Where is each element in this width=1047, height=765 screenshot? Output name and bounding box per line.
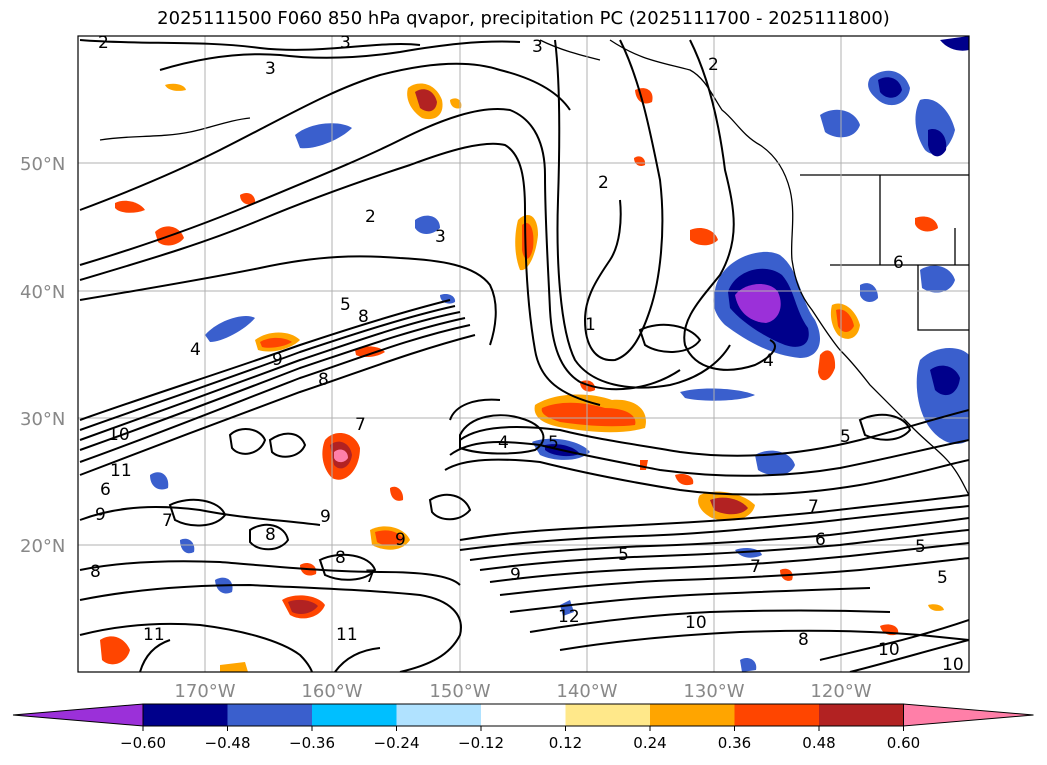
map-area xyxy=(78,36,969,672)
colorbar-tick-label: 0.48 xyxy=(802,734,835,752)
contour-label: 4 xyxy=(498,433,509,453)
contour-label: 10 xyxy=(685,613,707,633)
lat-label: 30°N xyxy=(20,409,65,430)
contour-label: 2 xyxy=(365,207,376,227)
colorbar-tick-label: 0.60 xyxy=(887,734,920,752)
colorbar-extend-max xyxy=(903,703,1034,727)
colorbar-outline xyxy=(142,703,904,727)
colorbar-extend-min xyxy=(12,703,144,727)
colorbar-segment xyxy=(312,704,397,726)
lon-label: 120°W xyxy=(810,681,871,702)
contour-label: 4 xyxy=(763,351,774,371)
longitude-axis: 170°W 160°W 150°W 140°W 130°W 120°W xyxy=(174,681,871,702)
contour-label: 9 xyxy=(272,350,283,370)
contour-label: 4 xyxy=(190,340,201,360)
contour-label: 3 xyxy=(340,33,351,53)
lat-label: 20°N xyxy=(20,536,65,557)
lon-label: 150°W xyxy=(429,681,490,702)
contour-label: 12 xyxy=(558,607,580,627)
qvapor-contours xyxy=(79,39,969,672)
colorbar-tick-label: −0.24 xyxy=(374,734,420,752)
contour-label: 5 xyxy=(915,537,926,557)
contour-label: 3 xyxy=(532,37,543,57)
colorbar-segment xyxy=(819,704,904,726)
colorbar-tick-label: −0.60 xyxy=(120,734,166,752)
contour-label: 11 xyxy=(110,461,132,481)
contour-label: 8 xyxy=(335,548,346,568)
colorbar-segment xyxy=(650,704,735,726)
contour-label: 7 xyxy=(365,567,376,587)
contour-label: 10 xyxy=(878,640,900,660)
colorbar-segment xyxy=(565,704,650,726)
contour-label: 6 xyxy=(815,530,826,550)
contour-label: 8 xyxy=(358,307,369,327)
colorbar-tick-label: −0.12 xyxy=(458,734,504,752)
contour-label: 5 xyxy=(618,545,629,565)
colorbar-segment xyxy=(227,704,312,726)
contour-label: 9 xyxy=(510,565,521,585)
colorbar-segment xyxy=(734,704,819,726)
lat-label: 40°N xyxy=(20,282,65,303)
colorbar: −0.60 −0.48 −0.36 −0.24 −0.12 0.12 0.24 0.36 0.4… xyxy=(12,703,1034,752)
contour-label: 5 xyxy=(840,427,851,447)
lon-label: 170°W xyxy=(174,681,235,702)
contour-label: 9 xyxy=(395,530,406,550)
colorbar-tick-label: 0.24 xyxy=(633,734,666,752)
contour-label: 10 xyxy=(942,655,964,675)
colorbar-tick-label: 0.36 xyxy=(718,734,751,752)
contour-label: 10 xyxy=(108,425,130,445)
contour-label: 5 xyxy=(340,295,351,315)
contour-label: 5 xyxy=(548,433,559,453)
lat-label: 50°N xyxy=(20,154,65,175)
contour-label: 8 xyxy=(318,370,329,390)
lon-label: 130°W xyxy=(683,681,744,702)
contour-label: 5 xyxy=(937,568,948,588)
colorbar-segment xyxy=(143,704,228,726)
contour-label: 2 xyxy=(98,33,109,53)
contour-label: 3 xyxy=(265,59,276,79)
contour-label: 8 xyxy=(265,525,276,545)
contour-label: 7 xyxy=(750,557,761,577)
colorbar-segment xyxy=(396,704,481,726)
contour-label: 1 xyxy=(585,315,596,335)
map-frame xyxy=(77,35,970,673)
contour-labels: 2 3 3 3 2 3 2 1 4 5 8 9 8 10 11 7 6 9 7 … xyxy=(90,33,964,675)
precipitation-shading xyxy=(100,36,969,672)
contour-label: 6 xyxy=(100,480,111,500)
colorbar-tick-label: −0.36 xyxy=(289,734,335,752)
colorbar-tick-label: 0.12 xyxy=(549,734,582,752)
contour-label: 11 xyxy=(143,625,165,645)
lon-label: 140°W xyxy=(556,681,617,702)
graticule xyxy=(78,36,969,672)
contour-label: 11 xyxy=(336,625,358,645)
colorbar-segment xyxy=(481,704,566,726)
contour-label: 2 xyxy=(708,55,719,75)
contour-label: 7 xyxy=(808,497,819,517)
latitude-axis: 50°N 40°N 30°N 20°N xyxy=(20,154,65,557)
contour-label: 2 xyxy=(598,173,609,193)
contour-label: 9 xyxy=(320,507,331,527)
contour-label: 7 xyxy=(162,511,173,531)
contour-label: 3 xyxy=(435,227,446,247)
lon-label: 160°W xyxy=(301,681,362,702)
contour-label: 8 xyxy=(798,630,809,650)
contour-label: 6 xyxy=(893,253,904,273)
contour-label: 8 xyxy=(90,562,101,582)
contour-label: 9 xyxy=(95,505,106,525)
contour-label: 7 xyxy=(355,415,366,435)
colorbar-tick-label: −0.48 xyxy=(205,734,251,752)
chart-title: 2025111500 F060 850 hPa qvapor, precipit… xyxy=(157,8,890,29)
